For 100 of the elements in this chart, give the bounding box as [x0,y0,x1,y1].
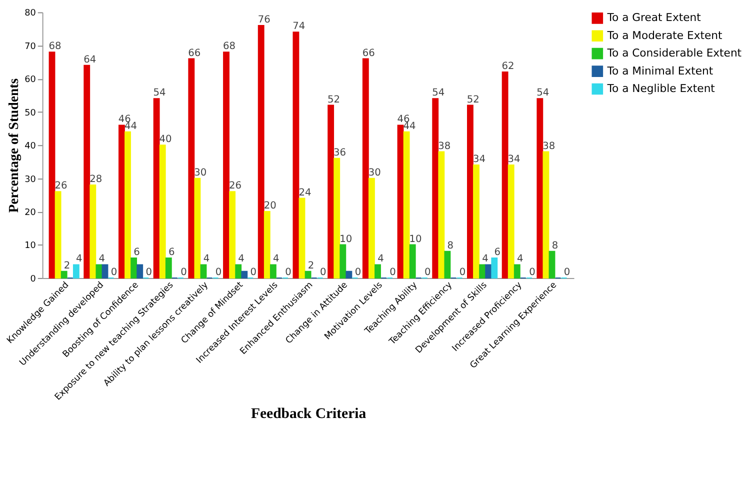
bar [548,250,556,278]
bar [270,264,276,278]
y-tick-label: 60 [24,75,36,86]
data-label: 44 [403,120,416,132]
bar [362,58,369,278]
bar [292,32,300,278]
bar [502,72,508,278]
bar [536,98,544,278]
data-label: 34 [508,154,520,166]
data-label: 4 [273,254,280,265]
bar [340,244,346,278]
data-label: 0 [285,267,292,278]
data-label: 4 [238,254,244,265]
data-label: 66 [362,48,375,59]
bar [102,264,108,278]
data-label: 54 [432,88,445,99]
bar [165,258,172,278]
data-label: 4 [482,254,488,265]
y-axis-title: Percentage of Students [6,78,22,213]
legend-label: To a Moderate Extent [606,28,722,42]
data-label: 66 [188,48,201,59]
bar [374,264,381,278]
bar [444,250,451,278]
data-label: 30 [194,167,207,178]
data-label: 20 [264,200,276,212]
bar [130,258,138,278]
bar [438,151,445,278]
bar [124,131,131,278]
x-axis-title: Feedback Criteria [250,406,367,422]
data-label: 8 [447,240,454,252]
data-label: 8 [552,240,558,252]
data-label: 2 [64,260,70,272]
data-label: 24 [298,187,312,198]
bar [403,131,410,278]
data-label: 10 [409,234,422,245]
data-label: 52 [328,94,340,106]
legend-label: To a Neglible Extent [606,82,715,95]
bar [60,270,68,278]
bar [328,104,334,278]
bar [136,264,144,278]
bar [304,270,312,278]
data-label: 0 [110,267,118,278]
data-label: 30 [368,167,381,178]
bar [258,25,264,278]
data-label: 0 [354,267,362,278]
bar [153,98,160,278]
data-label: 0 [564,267,570,278]
bar [223,52,230,278]
y-tick-label: 10 [24,241,36,252]
data-label: 4 [516,254,524,265]
y-tick-label: 50 [24,108,36,118]
y-tick-label: 30 [24,174,36,185]
data-label: 64 [84,54,96,66]
data-label: 0 [424,267,431,278]
data-label: 4 [378,254,384,265]
y-tick-label: 70 [24,42,36,52]
data-label: 38 [438,140,451,152]
data-label: 0 [390,267,396,278]
legend-label: To a Considerable Extent [606,46,742,60]
data-label: 0 [146,267,152,278]
data-label: 54 [536,88,550,99]
data-label: 76 [258,14,270,26]
data-label: 26 [54,180,68,192]
bar [188,58,195,278]
y-tick-label: 20 [24,208,36,218]
bar [48,52,56,278]
data-label: 26 [229,180,242,192]
bar [473,164,480,278]
bar [96,264,102,278]
bar [334,158,340,278]
legend-label: To a Minimal Extent [606,64,714,78]
data-label: 6 [134,247,140,258]
bar [54,191,62,278]
data-label: 6 [494,247,500,258]
data-label: 0 [180,267,187,278]
data-label: 4 [98,254,106,265]
data-label: 6 [168,247,175,258]
bar [235,264,242,278]
bar [118,124,125,278]
bar [485,264,492,278]
bar [409,244,416,278]
bar [84,64,90,278]
data-label: 44 [124,120,137,132]
bar [72,264,80,278]
data-label: 0 [320,267,326,278]
data-label: 52 [466,94,480,106]
bar [241,270,248,278]
data-label: 10 [340,234,352,245]
bar [229,191,236,278]
data-label: 68 [48,41,62,52]
bar [479,264,486,278]
bar [90,184,96,278]
y-tick-label: 80 [24,8,36,19]
bar [466,104,474,278]
bar [346,270,352,278]
data-label: 0 [215,267,222,278]
bar [194,178,201,278]
data-label: 0 [529,267,536,278]
y-tick-label: 0 [30,274,36,284]
bar [397,124,404,278]
